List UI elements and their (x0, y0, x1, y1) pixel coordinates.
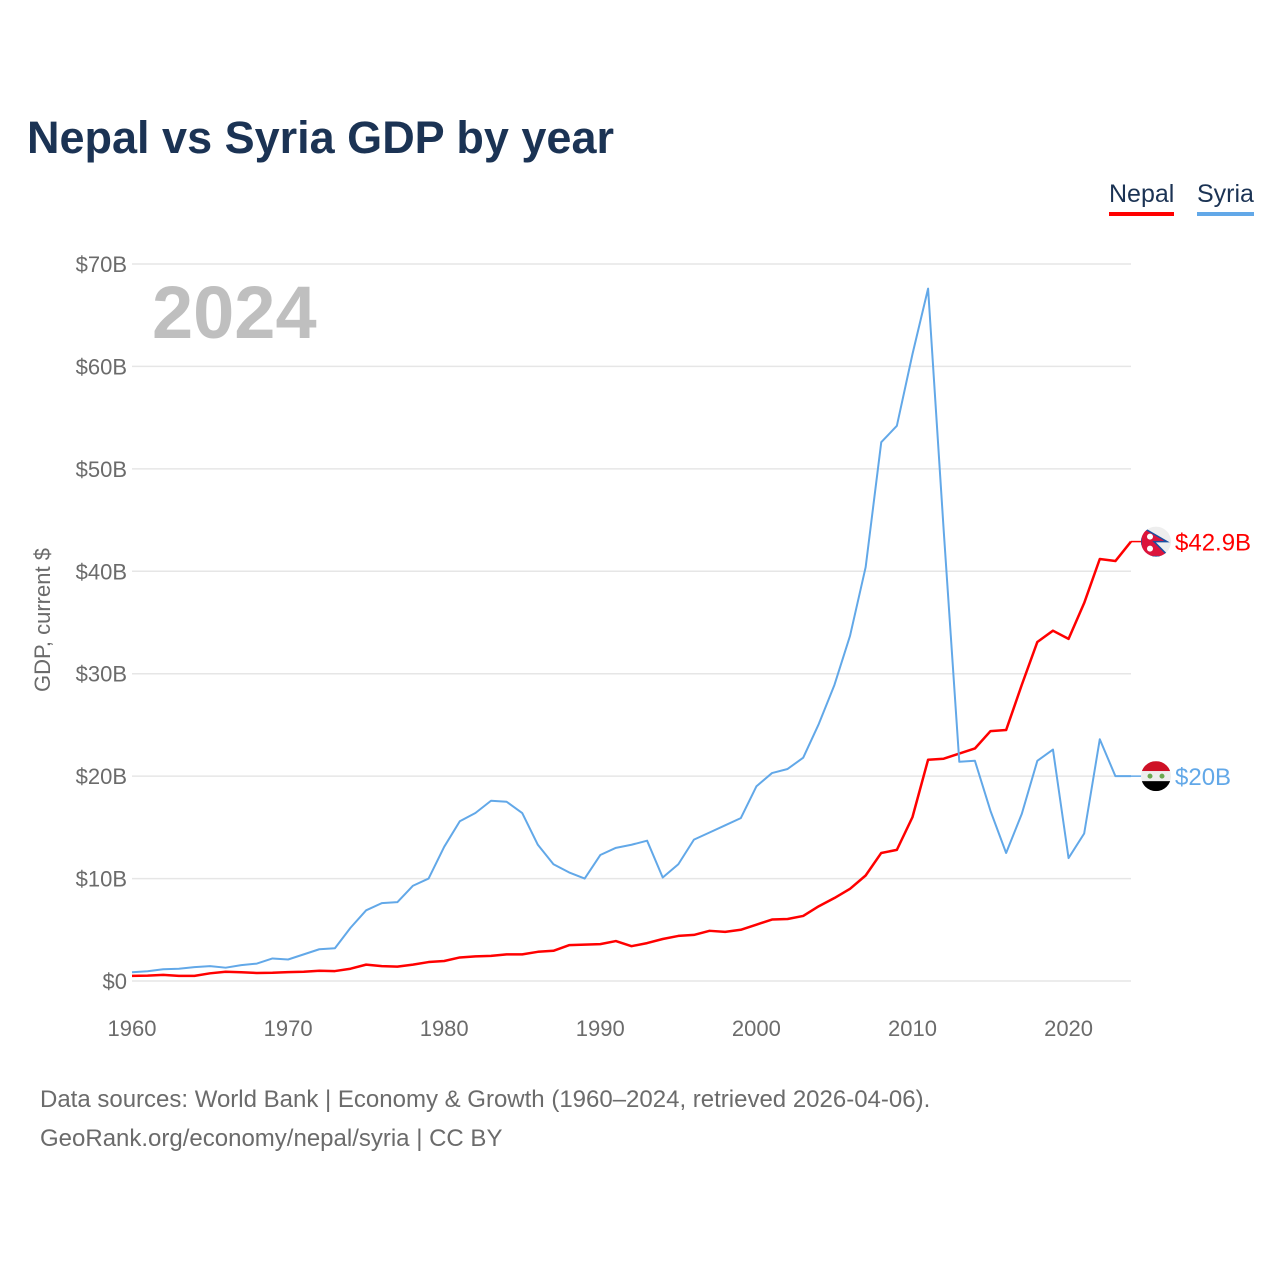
x-tick-label: 1960 (108, 1016, 157, 1041)
y-axis-label: GDP, current $ (30, 548, 55, 692)
nepal-flag-icon (1141, 526, 1171, 557)
x-tick-label: 1970 (264, 1016, 313, 1041)
footer-link[interactable]: GeoRank.org/economy/nepal/syria | CC BY (40, 1125, 503, 1152)
x-tick-label: 1980 (420, 1016, 469, 1041)
legend-syria[interactable]: Syria (1197, 180, 1254, 216)
footer-sources: Data sources: World Bank | Economy & Gro… (40, 1086, 931, 1113)
end-value-label-syria: $20B (1175, 764, 1231, 791)
x-tick-label: 2010 (888, 1016, 937, 1041)
y-tick-label: $40B (76, 559, 127, 584)
y-tick-label: $70B (76, 252, 127, 277)
x-tick-label: 2020 (1044, 1016, 1093, 1041)
year-watermark: 2024 (152, 271, 317, 354)
y-tick-label: $50B (76, 457, 127, 482)
syria-flag-icon (1141, 761, 1171, 792)
end-value-label-nepal: $42.9B (1175, 530, 1251, 557)
y-tick-label: $60B (76, 354, 127, 379)
series-line-nepal[interactable] (131, 540, 1132, 978)
series-line-syria[interactable] (131, 287, 1131, 974)
chart-title: Nepal vs Syria GDP by year (27, 112, 614, 163)
y-tick-label: $10B (76, 867, 127, 892)
x-tick-label: 2000 (732, 1016, 781, 1041)
x-tick-label: 1990 (576, 1016, 625, 1041)
legend-nepal[interactable]: Nepal (1109, 180, 1175, 216)
y-tick-label: $20B (76, 764, 127, 789)
y-tick-label: $0 (103, 969, 127, 994)
y-tick-label: $30B (76, 662, 127, 687)
